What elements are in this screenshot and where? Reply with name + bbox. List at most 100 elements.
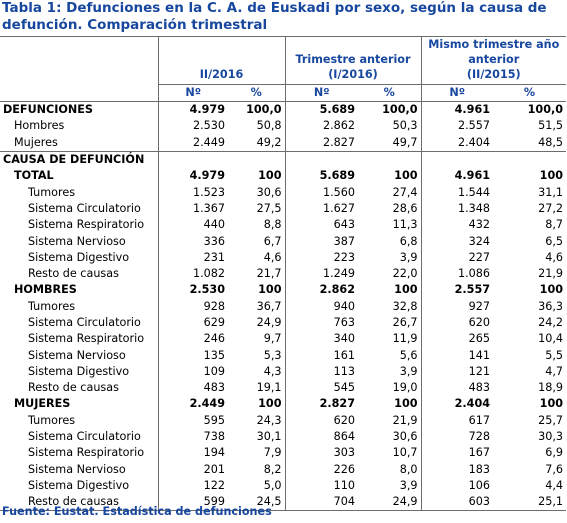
table-row: Mujeres 2.449 49,2 2.827 49,7 2.404 48,5 xyxy=(0,134,566,152)
value-count: 620 xyxy=(420,314,494,332)
table-row: Sistema Digestivo 109 4,3 113 3,9 121 4,7 xyxy=(0,363,566,381)
value-count: 5.689 xyxy=(284,101,358,119)
value-percent: 3,9 xyxy=(399,250,418,264)
value-percent: 7,6 xyxy=(545,462,564,476)
row-label: CAUSA DE DEFUNCIÓN xyxy=(0,150,158,169)
table-row-section: DEFUNCIONES 4.979 100,0 5.689 100,0 4.961 100,… xyxy=(0,101,566,119)
value-percent: 28,6 xyxy=(392,201,418,215)
value-percent: 100 xyxy=(394,397,418,411)
value-count: 227 xyxy=(420,249,494,266)
value-count: 864 xyxy=(284,428,358,446)
value-percent: 48,5 xyxy=(538,135,564,149)
value-count: 629 xyxy=(157,314,228,332)
row-label: Sistema Respiratorio xyxy=(28,446,145,460)
value-percent: 49,7 xyxy=(392,135,418,149)
value-count: 1.086 xyxy=(420,265,494,283)
value-count: 2.862 xyxy=(284,118,358,135)
value-count: 1.348 xyxy=(420,200,494,218)
value-count: 620 xyxy=(284,412,358,429)
value-percent: 5,3 xyxy=(263,348,282,362)
value-count: 1.560 xyxy=(284,184,358,201)
table-row-group: HOMBRES 2.530 100 2.862 100 2.557 100 xyxy=(0,282,566,299)
table-row: Resto de causas 599 24,5 704 24,9 603 25,1 xyxy=(0,494,567,512)
value-count: 194 xyxy=(157,445,228,462)
value-count: 2.404 xyxy=(420,396,494,413)
value-count: 927 xyxy=(420,298,494,315)
value-count: 595 xyxy=(157,412,228,429)
value-count: 4.961 xyxy=(420,101,494,119)
value-percent: 36,7 xyxy=(256,299,282,313)
value-percent: 24,5 xyxy=(228,494,285,512)
value-percent: 19,1 xyxy=(256,381,282,395)
value-count: 2.557 xyxy=(420,282,494,299)
table-row: Tumores 928 36,7 940 32,8 927 36,3 xyxy=(0,298,566,315)
table-row: Sistema Nervioso 201 8,2 226 8,0 183 7,6 xyxy=(0,461,566,478)
value-count: 135 xyxy=(157,347,228,364)
table-row: Hombres 2.530 50,8 2.862 50,3 2.557 51,5 xyxy=(0,118,566,135)
value-count: 4.979 xyxy=(157,101,228,119)
value-percent: 5,0 xyxy=(263,478,282,492)
value-count: 167 xyxy=(420,445,494,462)
value-count: 432 xyxy=(420,217,494,234)
value-count xyxy=(420,150,494,169)
table-row: Sistema Respiratorio 194 7,9 303 10,7 167 6,9 xyxy=(0,445,566,462)
value-percent xyxy=(493,150,567,169)
value-percent: 6,7 xyxy=(263,234,282,248)
value-percent: 100 xyxy=(258,169,282,183)
row-label: Sistema Nervioso xyxy=(28,234,126,248)
table-row: Sistema Circulatorio 738 30,1 864 30,6 728 30,… xyxy=(0,428,566,446)
value-count: 2.530 xyxy=(157,282,228,299)
value-percent: 100 xyxy=(394,283,418,297)
value-count: 643 xyxy=(284,217,358,234)
value-percent: 100 xyxy=(539,169,564,183)
subheader-pct: % xyxy=(358,84,422,102)
table-row: Sistema Circulatorio 1.367 27,5 1.627 28,6 1.… xyxy=(0,200,566,218)
subheader-n: Nº xyxy=(157,84,228,102)
value-percent: 21,9 xyxy=(392,413,418,427)
value-count: 617 xyxy=(420,412,494,429)
value-percent: 100,0 xyxy=(527,103,564,117)
value-count: 928 xyxy=(157,298,228,315)
row-label: Tumores xyxy=(28,299,76,313)
value-percent: 8,7 xyxy=(545,218,564,232)
table-row: Tumores 1.523 30,6 1.560 27,4 1.544 31,1 xyxy=(0,184,566,201)
value-count: 2.827 xyxy=(284,396,358,413)
row-label: Resto de causas xyxy=(28,267,119,281)
value-percent: 4,6 xyxy=(263,250,282,264)
row-label: Sistema Digestivo xyxy=(28,478,130,492)
value-count: 2.827 xyxy=(284,134,358,152)
value-percent: 3,9 xyxy=(399,478,418,492)
row-label: Sistema Circulatorio xyxy=(28,201,141,215)
value-percent: 25,7 xyxy=(538,413,564,427)
table-row: Sistema Respiratorio 440 8,8 643 11,3 432 8,7 xyxy=(0,217,566,234)
row-label: Sistema Digestivo xyxy=(28,364,130,378)
value-count: 122 xyxy=(157,477,228,495)
subheader-empty xyxy=(0,84,158,102)
table-row-group: TOTAL 4.979 100 5.689 100 4.961 100 xyxy=(0,168,566,185)
value-percent: 24,2 xyxy=(538,316,564,329)
value-count: 2.404 xyxy=(420,134,494,152)
row-label: Sistema Nervioso xyxy=(28,348,126,362)
header-row: II/2016 Trimestre anterior (I/2016) Mismo… xyxy=(0,36,567,85)
table-row: Sistema Circulatorio 629 24,9 763 26,7 620 24,… xyxy=(0,314,566,332)
row-label: Sistema Circulatorio xyxy=(28,316,141,329)
row-label: Sistema Nervioso xyxy=(28,462,126,476)
value-count: 161 xyxy=(284,347,358,364)
value-percent: 26,7 xyxy=(392,316,418,329)
value-percent: 27,4 xyxy=(392,185,418,199)
value-count: 728 xyxy=(420,428,494,446)
value-count: 226 xyxy=(284,461,358,478)
value-percent: 5,6 xyxy=(399,348,418,362)
value-percent: 10,4 xyxy=(538,332,564,346)
value-count: 246 xyxy=(157,331,228,348)
value-percent: 4,6 xyxy=(545,250,564,264)
value-count: 1.249 xyxy=(284,265,358,283)
value-percent: 8,0 xyxy=(399,462,418,476)
value-count: 2.530 xyxy=(157,118,228,135)
value-count: 545 xyxy=(284,380,358,397)
row-label: DEFUNCIONES xyxy=(3,103,93,117)
value-count: 2.449 xyxy=(157,396,228,413)
subheader-row: Nº % Nº % Nº % xyxy=(0,84,567,102)
header-col-current: II/2016 xyxy=(157,36,285,85)
value-count: 231 xyxy=(157,249,228,266)
